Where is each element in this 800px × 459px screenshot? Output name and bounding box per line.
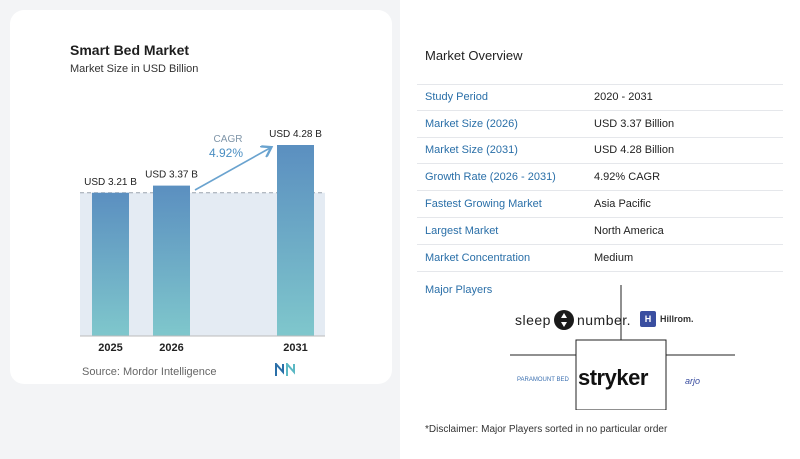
overview-row-label: Largest Market (425, 224, 499, 237)
sleep-number-logo: sleep number. (515, 310, 631, 330)
overview-row-value: USD 4.28 Billion (594, 144, 675, 157)
hillrom-logo: H Hillrom. (640, 311, 694, 327)
overview-row: Market Size (2026) USD 3.37 Billion (417, 111, 783, 138)
overview-table: Study Period 2020 - 2031 Market Size (2026… (417, 84, 783, 272)
cagr-value: 4.92% (209, 146, 243, 160)
bar-2031 (277, 145, 314, 336)
mordor-logo-icon (275, 363, 295, 376)
sleep-number-dot-icon (553, 310, 574, 330)
sleep-number-text-1: sleep (515, 312, 551, 328)
overview-row-label: Fastest Growing Market (425, 198, 542, 211)
players-grid: sleep number. H Hillrom. stryker PARAMOU… (510, 285, 735, 410)
overview-row-label: Market Concentration (425, 251, 531, 264)
overview-row: Growth Rate (2026 - 2031) 4.92% CAGR (417, 164, 783, 192)
overview-row-label: Market Size (2031) (425, 144, 518, 157)
source-label: Source: (82, 366, 120, 378)
tick-label: 2026 (159, 342, 183, 354)
tick-label: 2031 (283, 342, 307, 354)
sleep-number-text-2: number. (576, 312, 632, 328)
overview-title: Market Overview (425, 48, 523, 63)
cagr-arrow (194, 148, 270, 191)
overview-card (400, 0, 800, 459)
stryker-logo: stryker (578, 365, 648, 390)
overview-row-label: Study Period (425, 91, 488, 104)
overview-row-label: Market Size (2026) (425, 117, 518, 130)
overview-row-value: Medium (594, 251, 634, 264)
overview-row-label: Growth Rate (2026 - 2031) (425, 171, 556, 184)
chart-subtitle: Market Size in USD Billion (70, 63, 199, 75)
players-title: Major Players (425, 284, 493, 296)
overview-row: Market Size (2031) USD 4.28 Billion (417, 138, 783, 165)
overview-row-value: Asia Pacific (594, 198, 651, 211)
source-name: Mordor Intelligence (122, 366, 217, 378)
arjo-logo: arjo (685, 376, 701, 386)
hillrom-mark-icon: H (640, 311, 656, 327)
source-line: Source: Mordor Intelligence (82, 366, 217, 378)
data-label: USD 4.28 B (269, 129, 322, 140)
overview-row-value: USD 3.37 Billion (594, 117, 675, 130)
overview-row: Largest Market North America (417, 218, 783, 245)
cagr-label: CAGR (214, 134, 243, 145)
overview-row-value: 4.92% CAGR (594, 171, 661, 184)
tick-label: 2025 (98, 342, 122, 354)
overview-row-value: North America (594, 224, 664, 237)
data-label: USD 3.21 B (84, 177, 137, 188)
chart-title: Smart Bed Market (70, 42, 190, 58)
disclaimer: *Disclaimer: Major Players sorted in no … (425, 424, 668, 435)
overview-row: Fastest Growing Market Asia Pacific (417, 191, 783, 218)
paramount-bed-logo: PARAMOUNT BED (517, 377, 569, 383)
bar-chart: USD 3.21 B 2025 USD 3.37 B 2026 USD 4.28 B 20… (80, 129, 325, 354)
overview-row: Study Period 2020 - 2031 (417, 84, 783, 111)
overview-row-value: 2020 - 2031 (594, 91, 653, 104)
hillrom-text: Hillrom. (660, 314, 694, 324)
bar-2025 (92, 192, 129, 336)
data-label: USD 3.37 B (145, 170, 198, 181)
overview-row: Market Concentration Medium (417, 245, 783, 272)
players-grid-lines (510, 285, 735, 410)
bar-2026 (153, 185, 190, 336)
